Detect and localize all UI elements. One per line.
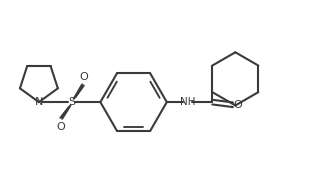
- Text: NH: NH: [180, 97, 195, 107]
- Text: O: O: [79, 71, 88, 82]
- Text: N: N: [35, 97, 43, 107]
- Text: S: S: [68, 97, 76, 107]
- Text: O: O: [233, 100, 242, 110]
- Text: O: O: [56, 122, 65, 132]
